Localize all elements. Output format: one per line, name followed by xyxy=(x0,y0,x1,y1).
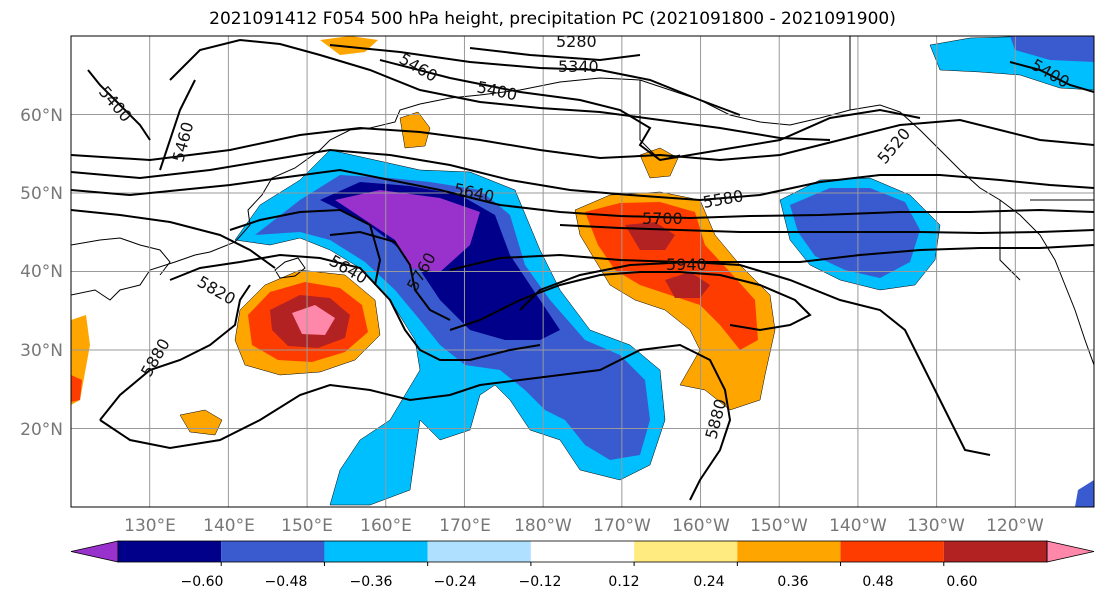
colorbar-frame xyxy=(117,540,1048,563)
colorbar-segment xyxy=(840,541,944,562)
contour-label: 5700 xyxy=(642,209,683,228)
lon-label: 170°W xyxy=(593,516,651,536)
colorbar-segment xyxy=(324,541,428,562)
colorbar-tick-label: 0.48 xyxy=(862,574,893,590)
lat-label: 40°N xyxy=(20,262,63,282)
contour-label: 5940 xyxy=(666,255,707,274)
contour-5520 xyxy=(71,118,1094,162)
colorbar-segment xyxy=(118,541,222,562)
lon-label: 140°W xyxy=(829,516,887,536)
colorbar-segment xyxy=(221,541,325,562)
contour-5400-east xyxy=(1009,61,1094,93)
colorbar-segment xyxy=(427,541,531,562)
lon-label: 130°W xyxy=(907,516,965,536)
contour-label: 5280 xyxy=(556,32,597,51)
contour-5640-south xyxy=(229,208,382,286)
lat-label: 20°N xyxy=(20,420,63,440)
colorbar xyxy=(70,540,1095,566)
contour-5760 xyxy=(329,230,451,321)
contour-5400-west xyxy=(87,69,151,141)
lon-label: 150°W xyxy=(750,516,808,536)
colorbar-extend-low xyxy=(70,540,119,563)
contour-label: 5340 xyxy=(558,57,599,76)
colorbar-tick-label: −0.36 xyxy=(350,574,393,590)
lat-label: 30°N xyxy=(20,341,63,361)
contour-5580 xyxy=(71,148,1094,202)
colorbar-segment xyxy=(737,541,841,562)
contour-5700 xyxy=(71,209,276,269)
colorbar-segment xyxy=(634,541,738,562)
colorbar-tick-label: 0.60 xyxy=(946,574,977,590)
colorbar-tick-label: −0.24 xyxy=(434,574,477,590)
lon-label: 180°W xyxy=(514,516,572,536)
lon-label: 150°E xyxy=(281,516,333,536)
height-contours xyxy=(71,38,1094,501)
contour-5400-north xyxy=(379,59,921,162)
colorbar-tick-label: 0.12 xyxy=(608,574,639,590)
contour-5460-west xyxy=(159,79,196,171)
map-title: 2021091412 F054 500 hPa height, precipit… xyxy=(209,9,896,29)
contour-5760-east xyxy=(449,244,1094,271)
map-frame xyxy=(70,35,1095,508)
lat-label: 50°N xyxy=(20,184,63,204)
colorbar-tick-label: 0.36 xyxy=(777,574,808,590)
colorbar-tick-label: −0.12 xyxy=(519,574,562,590)
contour-5340 xyxy=(329,44,741,116)
lat-label: 60°N xyxy=(20,106,63,126)
contour-5640 xyxy=(71,168,1094,220)
lon-label: 160°E xyxy=(360,516,412,536)
contour-5460 xyxy=(169,38,831,141)
contour-5820 xyxy=(169,253,541,361)
lon-label: 130°E xyxy=(124,516,176,536)
lon-label: 120°W xyxy=(986,516,1044,536)
latitude-labels: 60°N 50°N 40°N 30°N 20°N xyxy=(20,106,63,440)
colorbar-tick-label: −0.48 xyxy=(265,574,308,590)
contour-5880 xyxy=(99,284,251,421)
contour-5940 xyxy=(519,260,991,456)
colorbar-tick-label: −0.60 xyxy=(181,574,224,590)
contour-5880-south xyxy=(99,343,732,501)
lon-label: 140°E xyxy=(203,516,255,536)
colorbar-tick-label: 0.24 xyxy=(693,574,724,590)
colorbar-tick-labels: −0.60 −0.48 −0.36 −0.24 −0.12 0.12 0.24 … xyxy=(181,574,978,590)
contour-5280 xyxy=(469,47,641,62)
lon-label: 160°W xyxy=(672,516,730,536)
contour-5700-east xyxy=(559,224,1094,235)
lon-label: 170°E xyxy=(439,516,491,536)
longitude-labels: 130°E 140°E 150°E 160°E 170°E 180°W 170°… xyxy=(124,516,1044,536)
colorbar-segment xyxy=(530,541,635,562)
colorbar-segment xyxy=(943,541,1047,562)
contour-5880-main xyxy=(449,271,812,332)
colorbar-extend-high xyxy=(1046,540,1095,563)
map-area: 5280 5340 5460 5400 5400 5460 5400 5520 … xyxy=(71,32,1094,507)
